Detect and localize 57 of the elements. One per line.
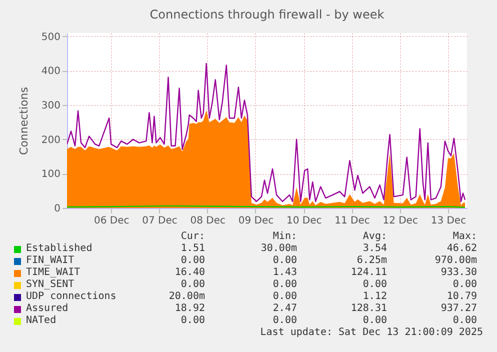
x-tick-label: 12 Dec <box>382 216 418 226</box>
y-axis-title: Connections <box>17 86 30 155</box>
text: 933.30 <box>440 267 477 279</box>
legend-label: Assured <box>26 303 68 315</box>
text: 0.00 <box>180 315 205 327</box>
text: 0.00 <box>452 315 477 327</box>
y-tick-label: 500 <box>41 32 60 43</box>
chart-title: Connections through firewall - by week <box>150 7 384 22</box>
legend-label: NATed <box>26 315 56 327</box>
text: 0.00 <box>272 315 297 327</box>
x-tick-label: 07 Dec <box>142 216 178 226</box>
text: Min: <box>272 231 297 243</box>
text: 970.00m <box>434 255 477 267</box>
text: 20.00m <box>168 291 205 303</box>
x-tick-label: 13 Dec <box>430 216 466 226</box>
text: 0.00 <box>272 255 297 267</box>
text: 0.00 <box>272 279 297 291</box>
text: 0.00 <box>180 279 205 291</box>
legend-label: UDP connections <box>26 291 116 303</box>
text: 1.43 <box>272 267 297 279</box>
text: 1.12 <box>362 291 387 303</box>
legend-label: SYN_SENT <box>26 279 74 291</box>
x-tick-label: 09 Dec <box>238 216 274 226</box>
text: 0.00 <box>362 279 387 291</box>
text: Max: <box>452 231 477 243</box>
text: 0.00 <box>452 279 477 291</box>
y-tick-label: 100 <box>41 169 60 180</box>
text: 0.00 <box>180 255 205 267</box>
text: Avg: <box>362 231 387 243</box>
text: 16.40 <box>174 267 205 279</box>
text: Cur: <box>180 231 205 243</box>
legend-label: Established <box>26 243 92 255</box>
x-tick-label: 10 Dec <box>286 216 322 226</box>
text: Last update: Sat Dec 13 21:00:09 2025 <box>260 327 483 339</box>
text: 30.00m <box>260 243 297 255</box>
text: 46.62 <box>446 243 477 255</box>
text: 0.00 <box>362 315 387 327</box>
text: 6.25m <box>356 255 387 267</box>
y-tick-label: 300 <box>41 100 60 112</box>
text: 128.31 <box>350 303 387 315</box>
x-tick-label: 11 Dec <box>334 216 370 226</box>
text: 10.79 <box>446 291 477 303</box>
line-series <box>67 62 466 202</box>
x-tick-label: 08 Dec <box>190 216 226 226</box>
text: 18.92 <box>174 303 205 315</box>
text: 3.54 <box>362 243 387 255</box>
legend-label: FIN_WAIT <box>26 255 74 267</box>
legend-label: TIME_WAIT <box>26 267 80 279</box>
text: 1.51 <box>180 243 205 255</box>
y-tick-label: 200 <box>41 134 60 146</box>
x-tick-label: 06 Dec <box>94 216 130 226</box>
text: 937.27 <box>440 303 477 315</box>
y-tick-label: 0 <box>54 204 60 214</box>
text: 0.00 <box>272 291 297 303</box>
text: 124.11 <box>350 267 387 279</box>
text: 2.47 <box>272 303 297 315</box>
y-tick-label: 400 <box>41 66 60 78</box>
